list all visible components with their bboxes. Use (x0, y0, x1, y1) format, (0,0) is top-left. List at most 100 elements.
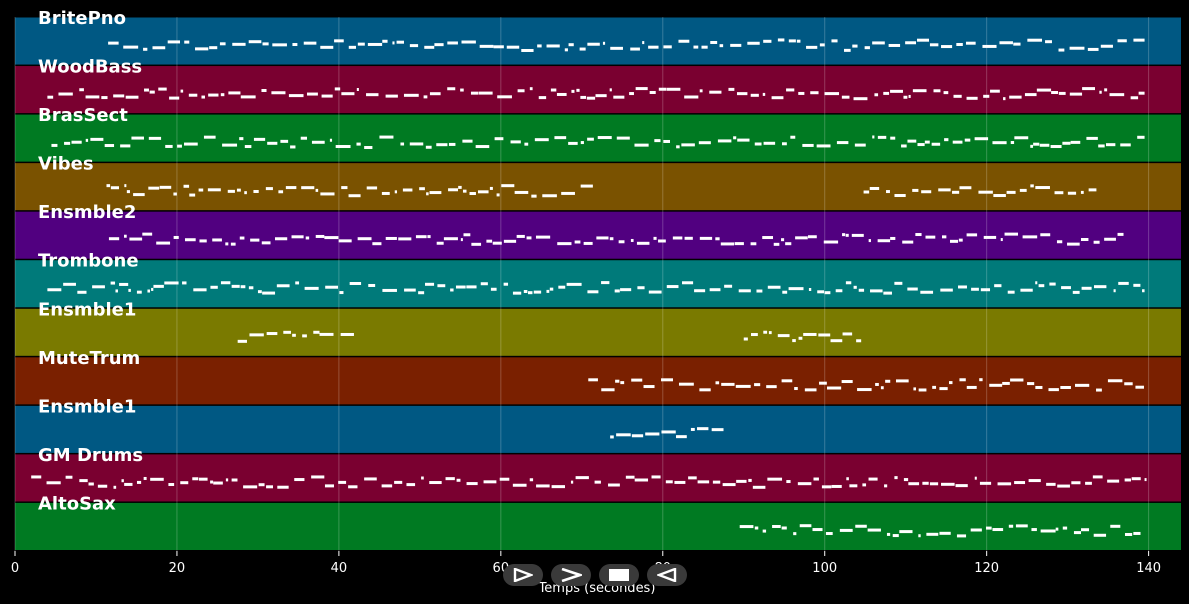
note (958, 238, 963, 242)
note (625, 475, 635, 479)
note (1057, 484, 1070, 488)
note (959, 378, 966, 382)
note (574, 240, 581, 244)
note (992, 141, 1007, 145)
note (875, 382, 879, 386)
note (637, 286, 645, 290)
note (1035, 281, 1038, 285)
note (1117, 39, 1127, 43)
note (803, 332, 817, 336)
note (266, 332, 278, 336)
note (564, 48, 568, 52)
note (798, 91, 805, 95)
note (580, 141, 584, 145)
note (313, 330, 320, 334)
note (415, 235, 427, 239)
rewind-button[interactable] (647, 564, 687, 586)
note (1081, 528, 1090, 532)
note (872, 135, 875, 139)
track-band (15, 405, 1181, 453)
note (450, 288, 454, 292)
note (1045, 40, 1052, 44)
note (248, 286, 254, 290)
note (272, 43, 287, 47)
note (1013, 42, 1021, 46)
note (183, 184, 190, 188)
note (110, 281, 116, 285)
note (209, 46, 218, 50)
note (1000, 238, 1003, 242)
note (489, 186, 493, 190)
note (812, 528, 823, 532)
note (905, 41, 917, 45)
note (31, 475, 42, 479)
note (964, 138, 971, 142)
note (466, 482, 478, 486)
note (1107, 479, 1120, 483)
note (1118, 281, 1129, 285)
note (777, 334, 790, 338)
note (826, 386, 842, 390)
note (955, 484, 968, 488)
note (220, 93, 225, 97)
note (115, 289, 118, 293)
note (665, 480, 673, 484)
note (925, 235, 936, 239)
note (463, 233, 471, 237)
track-label: Ensmble1 (38, 396, 136, 417)
note (634, 478, 649, 482)
note (733, 136, 737, 140)
note (710, 40, 718, 44)
note (974, 137, 989, 141)
note (767, 477, 783, 481)
note (941, 235, 947, 239)
note (320, 45, 334, 49)
note (913, 387, 917, 391)
note (1080, 238, 1089, 242)
note (534, 138, 549, 142)
note (1069, 92, 1083, 96)
note (210, 285, 218, 289)
note (366, 186, 378, 190)
note (750, 93, 759, 97)
track-band (15, 17, 1181, 65)
note (1038, 284, 1045, 288)
note (470, 91, 479, 95)
note (793, 532, 797, 536)
note (1058, 91, 1066, 95)
note (580, 95, 587, 99)
note (863, 190, 870, 194)
note (334, 39, 344, 43)
note (880, 386, 884, 390)
note (385, 236, 397, 240)
note (348, 485, 358, 489)
note (894, 281, 903, 285)
play-button[interactable] (503, 564, 543, 586)
note (802, 143, 814, 147)
note (901, 144, 907, 148)
note (506, 45, 520, 49)
note (688, 476, 697, 480)
note (842, 332, 853, 336)
note (663, 139, 671, 143)
note (983, 235, 997, 239)
note (614, 289, 620, 293)
note (721, 382, 735, 386)
x-tick-label: 120 (974, 561, 999, 576)
fast-forward-button[interactable] (551, 564, 591, 586)
note (392, 41, 395, 45)
note (1120, 143, 1131, 147)
note (429, 191, 442, 195)
note (277, 485, 289, 489)
note (786, 88, 795, 92)
note (244, 191, 247, 195)
note (490, 287, 497, 291)
note (92, 285, 105, 289)
note (819, 381, 827, 385)
note (952, 190, 960, 194)
note (966, 233, 978, 237)
stop-button[interactable] (599, 564, 639, 586)
note (568, 43, 574, 47)
note (497, 95, 512, 99)
note (872, 41, 885, 45)
